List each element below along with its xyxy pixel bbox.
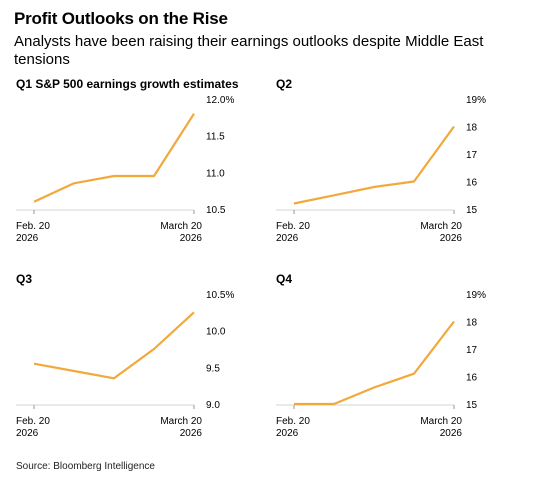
x-tick-label: Feb. 20 2026 <box>16 416 50 439</box>
series-line <box>33 113 195 203</box>
x-tick-label: March 20 2026 <box>420 221 462 244</box>
y-tick-label: 10.5% <box>206 290 234 301</box>
page-subtitle: Analysts have been raising their earning… <box>14 33 484 68</box>
page-title: Profit Outlooks on the Rise <box>14 9 228 28</box>
y-tick-label: 19% <box>466 290 486 301</box>
y-tick-label: 12.0% <box>206 95 234 106</box>
x-tick-label: Feb. 20 2026 <box>276 221 310 244</box>
x-tick-label: Feb. 20 2026 <box>276 416 310 439</box>
chart-title: Q3 <box>16 272 33 286</box>
x-tick-label: March 20 2026 <box>160 416 202 439</box>
series-line <box>294 320 455 406</box>
y-tick-label: 17 <box>466 150 478 161</box>
y-tick-label: 19% <box>466 95 486 106</box>
y-tick-label: 9.0 <box>206 400 220 411</box>
series-line <box>293 125 455 205</box>
y-tick-label: 17 <box>466 345 478 356</box>
y-tick-label: 10.5 <box>206 205 226 216</box>
x-tick-label: March 20 2026 <box>160 221 202 244</box>
y-tick-label: 16 <box>466 373 478 384</box>
chart-panel-q4: Q4 15 16 17 18 19% Feb. 20 2026 March 20 2026 <box>276 272 524 457</box>
chart-q2: 15 16 17 18 19% Feb. 20 2026 March 20 2026 <box>276 95 486 244</box>
y-tick-label: 9.5 <box>206 363 220 374</box>
y-tick-label: 18 <box>466 318 478 329</box>
y-tick-label: 11.0 <box>206 168 225 179</box>
x-tick-label: March 20 2026 <box>420 416 462 439</box>
chart-title: Q2 <box>276 77 293 91</box>
chart-title: Q4 <box>276 272 293 286</box>
chart-q1: 10.5 11.0 11.5 12.0% Feb. 20 2026 March 20 2026 <box>16 95 234 244</box>
y-tick-label: 18 <box>466 123 478 134</box>
chart-panel-q3: Q3 9.0 9.5 10.0 10.5% Feb. 20 2026 March 20 202… <box>16 272 264 457</box>
x-tick-label: Feb. 20 2026 <box>16 221 50 244</box>
y-tick-label: 10.0 <box>206 327 226 338</box>
chart-q4: 15 16 17 18 19% Feb. 20 2026 March 20 2026 <box>276 290 486 439</box>
y-tick-label: 15 <box>466 400 478 411</box>
chart-panel-q2: Q2 15 16 17 18 19% Feb. 20 2026 March 20 2026 <box>276 77 524 262</box>
chart-panel-q1: Q1 S&P 500 earnings growth estimates 10.… <box>16 77 264 262</box>
series-line <box>33 311 195 380</box>
y-tick-label: 11.5 <box>206 132 225 143</box>
source-note: Source: Bloomberg Intelligence <box>16 461 155 472</box>
chart-q3: 9.0 9.5 10.0 10.5% Feb. 20 2026 March 20 2026 <box>16 290 234 439</box>
chart-title: Q1 S&P 500 earnings growth estimates <box>16 77 239 91</box>
y-tick-label: 16 <box>466 178 478 189</box>
y-tick-label: 15 <box>466 205 478 216</box>
